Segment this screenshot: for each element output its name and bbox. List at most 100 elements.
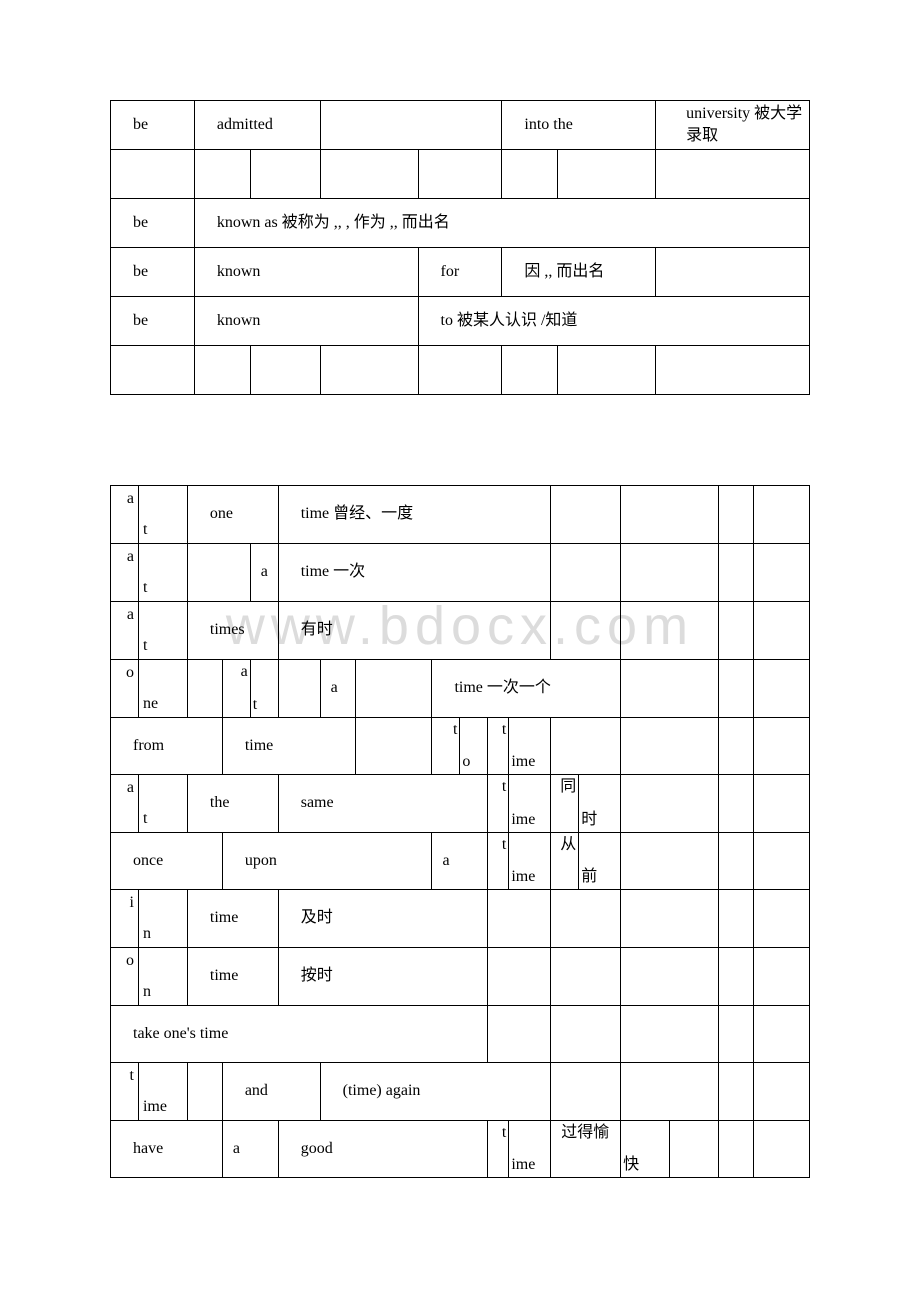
cell: a	[111, 602, 139, 660]
cell: ime	[509, 718, 551, 775]
cell: time	[222, 718, 355, 775]
cell: 时	[579, 775, 621, 833]
cell	[621, 833, 719, 890]
table-row: a t the same t ime 同 时	[111, 775, 810, 833]
cell	[656, 346, 810, 395]
cell: 从	[551, 833, 579, 890]
cell	[753, 602, 809, 660]
cell	[551, 1063, 621, 1121]
cell: a	[222, 660, 250, 718]
cell: the	[187, 775, 278, 833]
cell: good	[278, 1121, 488, 1178]
cell: same	[278, 775, 488, 833]
cell	[719, 660, 754, 718]
cell	[621, 1063, 719, 1121]
cell: (time) again	[320, 1063, 551, 1121]
cell	[719, 1006, 754, 1063]
cell: time	[187, 948, 278, 1006]
cell: n	[138, 948, 187, 1006]
cell	[753, 486, 809, 544]
cell	[753, 718, 809, 775]
cell	[488, 890, 551, 948]
cell: be	[111, 297, 195, 346]
cell	[111, 346, 195, 395]
table-row: be admitted into the university 被大学录取	[111, 101, 810, 150]
table-row: be known as 被称为 ,, , 作为 ,, 而出名	[111, 199, 810, 248]
cell: 前	[579, 833, 621, 890]
cell	[719, 602, 754, 660]
table-row: be known for 因 ,, 而出名	[111, 248, 810, 297]
cell: 过得愉	[551, 1121, 621, 1178]
cell: one	[187, 486, 278, 544]
cell	[753, 1063, 809, 1121]
cell: t	[138, 544, 187, 602]
cell	[621, 602, 719, 660]
cell: be	[111, 199, 195, 248]
cell: ime	[509, 833, 551, 890]
cell: for	[418, 248, 502, 297]
table-row: o ne a t a time 一次一个	[111, 660, 810, 718]
cell: time 曾经、一度	[278, 486, 551, 544]
cell: a	[111, 486, 139, 544]
cell	[355, 718, 432, 775]
cell	[753, 1006, 809, 1063]
cell: 有时	[278, 602, 551, 660]
table-row	[111, 346, 810, 395]
cell: ime	[138, 1063, 187, 1121]
cell	[719, 833, 754, 890]
cell	[753, 544, 809, 602]
table-row	[111, 150, 810, 199]
cell: a	[111, 775, 139, 833]
cell: t	[488, 718, 509, 775]
cell: have	[111, 1121, 223, 1178]
table-phrases-time: a t one time 曾经、一度 a t a time 一次	[110, 485, 810, 1178]
cell: time 一次一个	[432, 660, 621, 718]
cell: be	[111, 101, 195, 150]
cell: a	[250, 544, 278, 602]
cell: university 被大学录取	[656, 101, 810, 150]
cell: t	[138, 602, 187, 660]
cell	[719, 486, 754, 544]
cell	[194, 150, 250, 199]
cell: o	[111, 948, 139, 1006]
table-row: i n time 及时	[111, 890, 810, 948]
cell: times	[187, 602, 278, 660]
cell	[551, 718, 621, 775]
cell: ime	[509, 775, 551, 833]
cell	[753, 833, 809, 890]
cell	[488, 948, 551, 1006]
cell	[670, 1121, 719, 1178]
cell	[558, 150, 656, 199]
cell: i	[111, 890, 139, 948]
cell	[250, 346, 320, 395]
cell	[187, 1063, 222, 1121]
cell: t	[138, 775, 187, 833]
cell: known	[194, 248, 418, 297]
cell	[656, 150, 810, 199]
cell: n	[138, 890, 187, 948]
table-row: o n time 按时	[111, 948, 810, 1006]
cell: t	[138, 486, 187, 544]
table-phrases-be: be admitted into the university 被大学录取 be…	[110, 100, 810, 395]
cell	[502, 346, 558, 395]
cell: t	[432, 718, 460, 775]
cell	[551, 544, 621, 602]
cell: to 被某人认识 /知道	[418, 297, 809, 346]
cell: a	[111, 544, 139, 602]
cell	[488, 1006, 551, 1063]
cell: o	[111, 660, 139, 718]
cell: 快	[621, 1121, 670, 1178]
cell	[753, 775, 809, 833]
cell	[187, 544, 250, 602]
cell: upon	[222, 833, 432, 890]
cell: 同	[551, 775, 579, 833]
cell	[753, 1121, 809, 1178]
cell	[719, 544, 754, 602]
cell: 及时	[278, 890, 488, 948]
cell	[621, 948, 719, 1006]
cell: t	[111, 1063, 139, 1121]
cell: known as 被称为 ,, , 作为 ,, 而出名	[194, 199, 809, 248]
cell	[753, 890, 809, 948]
cell	[719, 1063, 754, 1121]
cell	[551, 948, 621, 1006]
